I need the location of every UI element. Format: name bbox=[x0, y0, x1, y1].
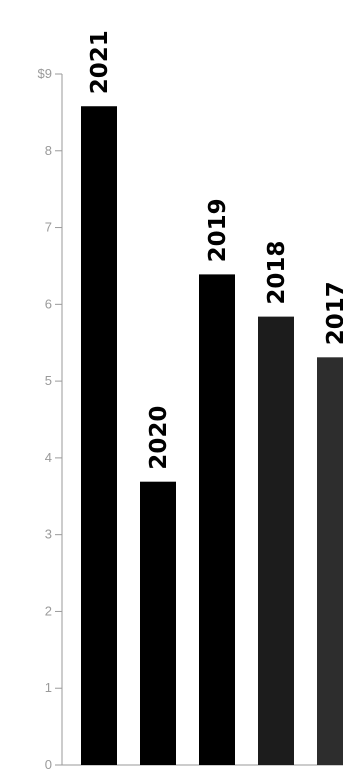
bar-labels: 2021 2020 2019 2018 2017 bbox=[87, 30, 343, 469]
y-tick-label: 3 bbox=[45, 527, 52, 542]
bar-label-2018: 2018 bbox=[264, 241, 290, 305]
y-tick-label: 4 bbox=[45, 450, 52, 465]
bar-2021 bbox=[81, 106, 117, 766]
y-tick-label: 0 bbox=[45, 757, 52, 770]
bar-label-2017: 2017 bbox=[323, 281, 343, 345]
y-tick-label: 7 bbox=[45, 220, 52, 235]
bar-label-2019: 2019 bbox=[205, 198, 231, 262]
bar-2019 bbox=[199, 274, 235, 765]
bar-2017 bbox=[317, 357, 343, 765]
y-tick-label: 8 bbox=[45, 143, 52, 158]
bar-2018 bbox=[258, 316, 294, 765]
y-tick-label: 2 bbox=[45, 603, 52, 618]
y-tick-label: 5 bbox=[45, 373, 52, 388]
bar-label-2021: 2021 bbox=[87, 30, 113, 94]
bar-2020 bbox=[140, 481, 176, 765]
bar-label-2020: 2020 bbox=[146, 406, 172, 470]
y-tick-label: $9 bbox=[38, 66, 52, 81]
y-tick-label: 1 bbox=[45, 680, 52, 695]
bars bbox=[81, 106, 343, 766]
y-tick-label: 6 bbox=[45, 296, 52, 311]
